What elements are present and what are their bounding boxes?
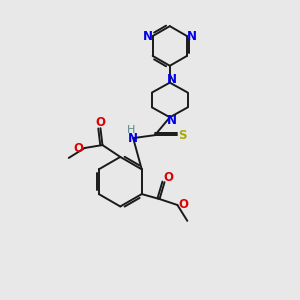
Text: O: O (164, 171, 173, 184)
Text: N: N (143, 30, 153, 43)
Text: N: N (167, 114, 177, 127)
Text: H: H (127, 125, 135, 135)
Text: S: S (178, 129, 187, 142)
Text: N: N (167, 73, 177, 86)
Text: O: O (178, 199, 188, 212)
Text: N: N (187, 30, 197, 43)
Text: N: N (128, 132, 138, 145)
Text: O: O (74, 142, 84, 154)
Text: O: O (95, 116, 106, 129)
